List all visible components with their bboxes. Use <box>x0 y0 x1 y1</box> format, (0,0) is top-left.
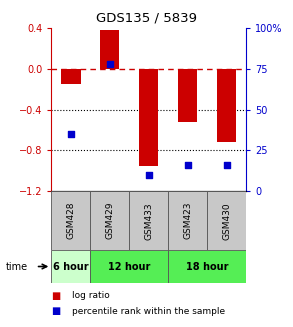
Text: time: time <box>6 262 28 271</box>
Text: percentile rank within the sample: percentile rank within the sample <box>72 307 225 316</box>
Bar <box>207 191 246 250</box>
Bar <box>100 30 120 69</box>
Bar <box>51 191 90 250</box>
Point <box>224 163 229 168</box>
Bar <box>51 250 90 283</box>
Text: GSM423: GSM423 <box>183 202 192 239</box>
Text: 6 hour: 6 hour <box>53 262 88 271</box>
Text: 12 hour: 12 hour <box>108 262 150 271</box>
Bar <box>129 191 168 250</box>
Bar <box>168 250 246 283</box>
Text: GSM433: GSM433 <box>144 202 153 240</box>
Bar <box>61 69 81 84</box>
Bar <box>139 69 159 166</box>
Point <box>69 131 73 137</box>
Text: 18 hour: 18 hour <box>186 262 229 271</box>
Text: ■: ■ <box>51 291 61 301</box>
Point <box>108 61 112 66</box>
Text: GDS135 / 5839: GDS135 / 5839 <box>96 11 197 25</box>
Bar <box>90 191 129 250</box>
Bar <box>90 250 168 283</box>
Text: GSM430: GSM430 <box>222 202 231 240</box>
Point <box>146 172 151 178</box>
Point <box>185 163 190 168</box>
Bar <box>168 191 207 250</box>
Bar <box>178 69 197 122</box>
Text: GSM429: GSM429 <box>105 202 114 239</box>
Text: ■: ■ <box>51 306 61 316</box>
Text: GSM428: GSM428 <box>66 202 75 239</box>
Text: log ratio: log ratio <box>72 291 110 301</box>
Bar <box>217 69 236 142</box>
